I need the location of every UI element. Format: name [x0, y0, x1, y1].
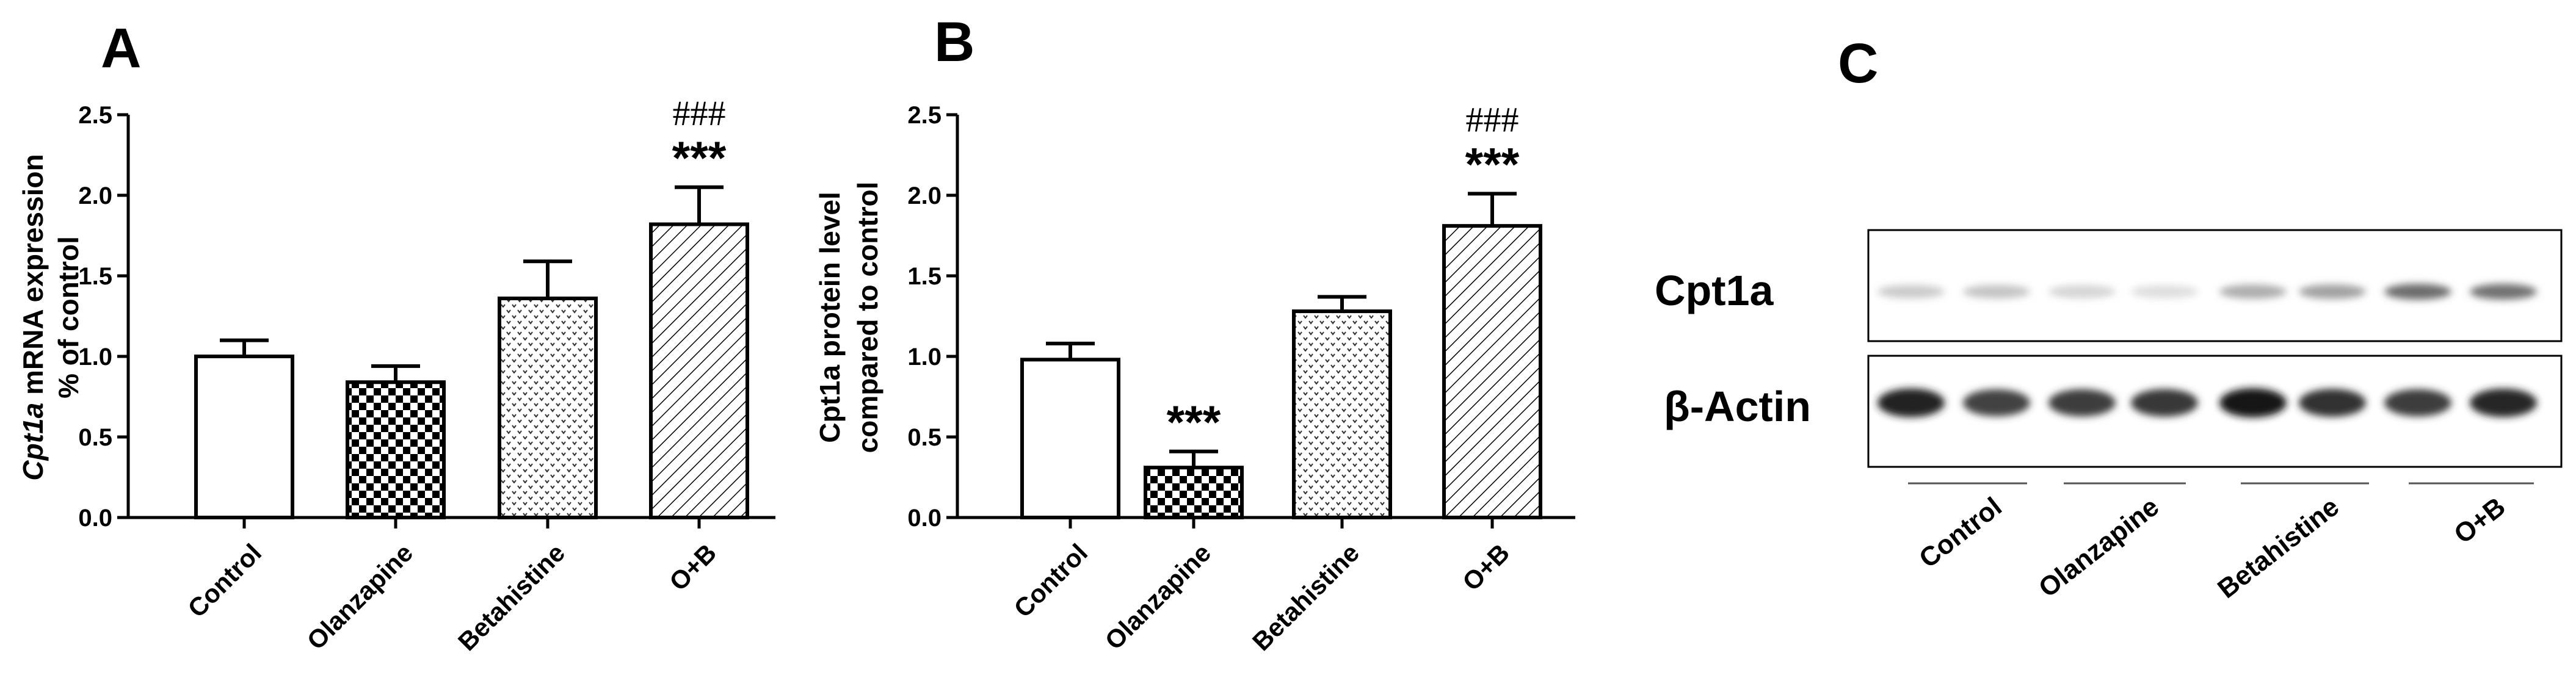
y-axis-label-a: Cpt1a mRNA expression — [17, 154, 49, 480]
blot-band-1-4 — [2219, 388, 2287, 417]
bar-a-3 — [649, 222, 749, 519]
y-axis-label-a-rest: mRNA expression — [17, 154, 49, 402]
bar-a-0 — [194, 355, 294, 519]
bar-b-0 — [1020, 358, 1120, 520]
blot-band-1-5 — [2299, 389, 2366, 417]
chart-panel-a: Cpt1a mRNA expression % of control 0.0 0.… — [17, 93, 775, 656]
category-label-b-0: Control — [1008, 538, 1093, 623]
panel-letter-b: B — [934, 11, 974, 73]
y-tick-label-a-5: 2.5 — [78, 102, 112, 129]
blot-band-0-7 — [2470, 284, 2537, 300]
y-tick-label-a-2: 1.0 — [78, 344, 112, 370]
category-label-b-1: Olanzapine — [1099, 538, 1216, 655]
y-tick-label-a-4: 2.0 — [78, 182, 112, 209]
category-label-b-2: Betahistine — [1247, 538, 1365, 656]
category-label-a-2: Betahistine — [452, 538, 570, 656]
bar-a-2 — [498, 296, 598, 519]
y-tick-label-b-4: 2.0 — [907, 182, 942, 209]
blot-band-0-4 — [2219, 284, 2287, 299]
blot-band-0-2 — [2048, 285, 2116, 298]
y-tick-label-b-3: 1.5 — [907, 263, 942, 290]
blot-group-label-2: Betahistine — [2212, 492, 2345, 605]
y-tick-label-b-5: 2.5 — [907, 102, 942, 129]
y-tick-label-a-1: 0.5 — [78, 424, 112, 451]
category-label-a-0: Control — [182, 538, 267, 623]
y-tick-label-a-0: 0.0 — [78, 505, 112, 532]
y-tick-label-b-0: 0.0 — [907, 505, 942, 532]
blot-band-1-7 — [2470, 388, 2537, 417]
y-axis-label-b-line1: Cpt1a protein level — [814, 192, 846, 443]
blot-strip-cpt1a — [1867, 229, 2563, 342]
blot-group-label-3: O+B — [2448, 492, 2511, 550]
category-label-a-3: O+B — [664, 538, 722, 596]
bar-b-1 — [1144, 466, 1244, 519]
bar-b-3 — [1442, 224, 1542, 519]
blot-band-0-1 — [1963, 284, 2030, 299]
y-tick-label-b-2: 1.0 — [907, 344, 942, 370]
significance-hash-a-0: ### — [673, 93, 726, 133]
blot-band-0-0 — [1878, 284, 1945, 299]
blot-band-1-1 — [1963, 389, 2030, 417]
blot-band-0-3 — [2131, 285, 2198, 298]
significance-hash-b-1: ### — [1466, 99, 1519, 139]
blot-group-label-1: Olanzapine — [2033, 492, 2164, 604]
blot-band-0-5 — [2299, 284, 2366, 299]
category-label-b-3: O+B — [1457, 538, 1515, 596]
y-tick-label-a-3: 1.5 — [78, 263, 112, 290]
panel-letter-a: A — [101, 17, 141, 79]
blot-band-1-0 — [1878, 388, 1945, 417]
y-axis-label-a-italic: Cpt1a — [17, 403, 49, 481]
blot-band-1-6 — [2384, 389, 2451, 417]
significance-stars-b-1: *** — [1465, 139, 1520, 190]
y-axis-label-a-line2: % of control — [53, 236, 84, 399]
y-axis-label-b-line2: compared to control — [852, 182, 883, 453]
significance-stars-a-0: *** — [672, 132, 727, 184]
bar-b-2 — [1292, 309, 1392, 519]
significance-stars-b-0: *** — [1167, 397, 1221, 449]
y-tick-label-b-1: 0.5 — [907, 424, 942, 451]
panel-letter-c: C — [1838, 32, 1878, 95]
blot-band-1-3 — [2131, 389, 2198, 417]
blot-row-label-beta-actin: β-Actin — [1664, 383, 1811, 430]
category-label-a-1: Olanzapine — [301, 538, 418, 655]
blot-group-label-0: Control — [1914, 492, 2007, 574]
bar-a-1 — [346, 380, 446, 519]
western-blot-panel: Cpt1a β-Actin Control Olanzapine Betahisti… — [1655, 229, 2563, 605]
blot-band-1-2 — [2048, 389, 2116, 417]
blot-row-label-cpt1a: Cpt1a — [1655, 267, 1774, 314]
blot-band-0-6 — [2384, 283, 2451, 300]
chart-panel-b: Cpt1a protein level compared to control … — [814, 99, 1575, 656]
